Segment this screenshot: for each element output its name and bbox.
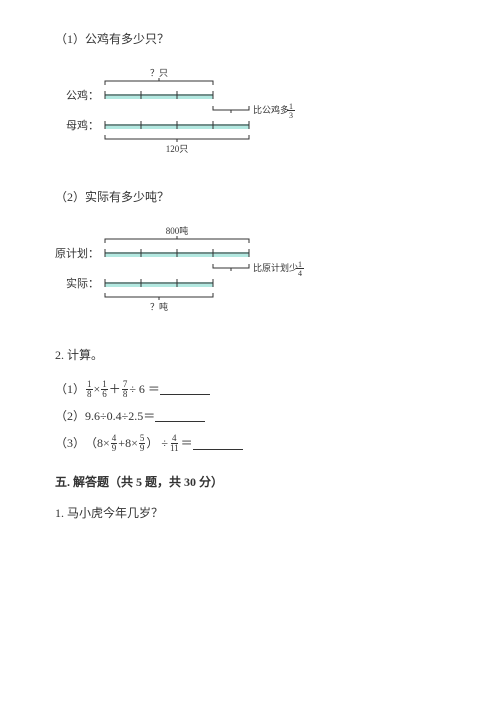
svg-text:比原计划少: 比原计划少: [253, 262, 298, 273]
svg-text:？只: ？只: [150, 68, 168, 78]
fraction: 18: [86, 380, 93, 399]
svg-text:实际：: 实际：: [66, 276, 99, 290]
answer-blank: [193, 438, 243, 450]
svg-text:1: 1: [289, 102, 293, 111]
svg-text:母鸡：: 母鸡：: [66, 118, 99, 132]
calc-heading: 2. 计算。: [55, 346, 445, 365]
q2-diagram: 原计划： 实际： 800吨 ？吨 比原计划少14: [55, 221, 445, 316]
calc-row-3: （3）（8×49 +8×59 ） ÷411 ＝: [55, 434, 445, 453]
calc-row-prefix: （2）: [55, 407, 85, 426]
fraction: 49: [111, 434, 118, 453]
fraction: 59: [139, 434, 146, 453]
calc-text: ＋: [109, 380, 121, 399]
svg-text:原计划：: 原计划：: [55, 247, 99, 260]
svg-text:比公鸡多: 比公鸡多: [253, 104, 289, 115]
calc-text: ×: [94, 380, 101, 399]
q1-diagram: 公鸡： 母鸡： ？只 120只 比公鸡多13: [55, 63, 445, 158]
calc-row-prefix: （1）: [55, 380, 85, 399]
svg-text:？吨: ？吨: [150, 301, 168, 312]
calc-row-1: （1）18 × 16 ＋ 78 ÷ 6 ＝: [55, 380, 445, 399]
svg-text:3: 3: [289, 111, 293, 120]
calc-text: （8×: [85, 434, 110, 453]
calc-text: ＝: [181, 434, 193, 453]
calc-text: 9.6÷0.4÷2.5＝: [85, 407, 155, 426]
calc-row-2: （2）9.6÷0.4÷2.5＝: [55, 407, 445, 426]
fraction: 78: [122, 380, 129, 399]
calc-text: +8×: [118, 434, 138, 453]
calc-text: ÷ 6 ＝: [129, 380, 160, 399]
section5-heading: 五. 解答题（共 5 题，共 30 分）: [55, 473, 445, 492]
answer-blank: [160, 383, 210, 395]
calc-rows: （1）18 × 16 ＋ 78 ÷ 6 ＝（2）9.6÷0.4÷2.5＝（3）（…: [55, 380, 445, 454]
svg-text:1: 1: [298, 260, 302, 269]
svg-text:4: 4: [298, 269, 302, 278]
fraction: 411: [169, 434, 180, 453]
q2-prompt: （2）实际有多少吨？: [55, 188, 445, 207]
fraction: 16: [101, 380, 108, 399]
section5-q1: 1. 马小虎今年几岁？: [55, 504, 445, 523]
calc-row-prefix: （3）: [55, 434, 85, 453]
q1-prompt: （1）公鸡有多少只？: [55, 30, 445, 49]
svg-text:公鸡：: 公鸡：: [66, 88, 99, 102]
answer-blank: [155, 410, 205, 422]
svg-text:800吨: 800吨: [166, 225, 189, 236]
svg-text:120只: 120只: [166, 144, 189, 154]
calc-text: ） ÷: [146, 434, 168, 453]
